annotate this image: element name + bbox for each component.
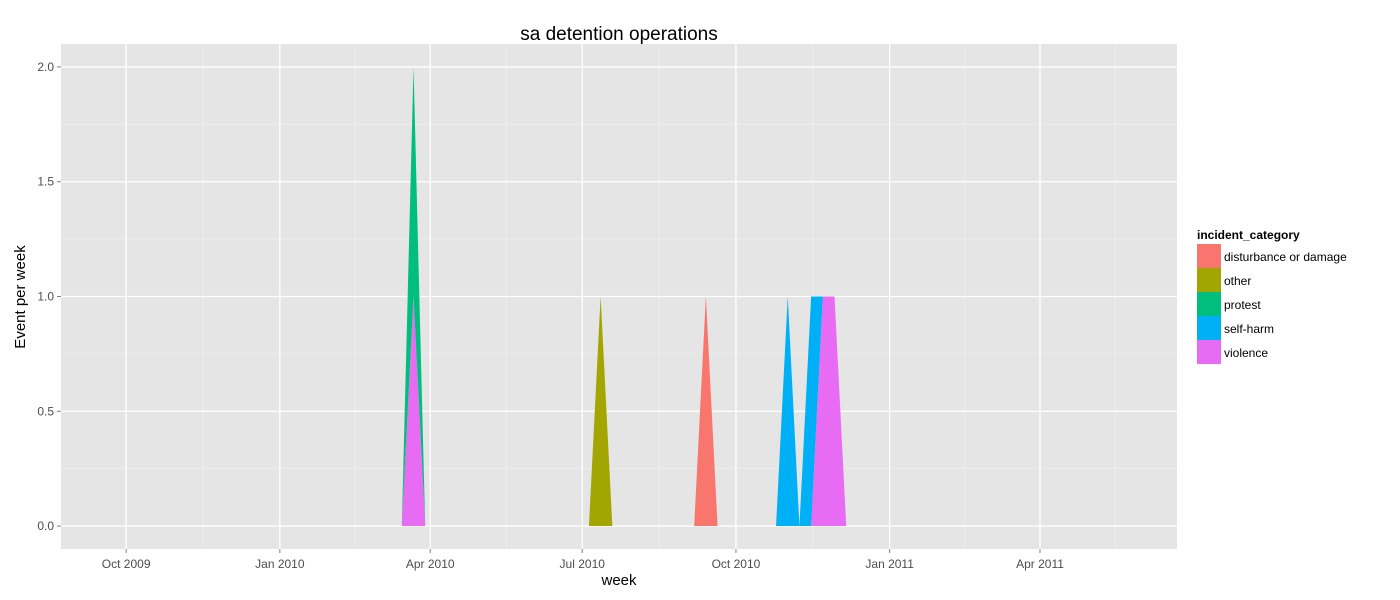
x-tick-label: Oct 2009	[102, 557, 151, 571]
x-tick-label: Jan 2011	[865, 557, 914, 571]
legend-label-other: other	[1224, 274, 1251, 288]
x-tick-label: Oct 2010	[712, 557, 761, 571]
legend-key-disturbance-or-damage	[1197, 244, 1221, 268]
legend-key-violence	[1197, 340, 1221, 364]
legend-key-other	[1197, 268, 1221, 292]
area-other	[588, 296, 613, 527]
legend-key-self-harm	[1197, 316, 1221, 340]
area-self-harm	[776, 296, 823, 527]
x-tick-label: Apr 2010	[406, 557, 455, 571]
chart-title: sa detention operations	[520, 24, 718, 45]
x-tick-label: Jul 2010	[560, 557, 606, 571]
y-tick-label: 1.5	[37, 175, 54, 189]
legend-label-self-harm: self-harm	[1224, 322, 1274, 336]
x-tick-label: Apr 2011	[1016, 557, 1064, 571]
y-tick-label: 1.0	[37, 290, 54, 304]
legend-label-disturbance-or-damage: disturbance or damage	[1224, 250, 1347, 264]
area-protest	[401, 66, 426, 527]
legend-key-protest	[1197, 292, 1221, 316]
x-axis: Oct 2009 Jan 2010 Apr 2010 Jul 2010 Oct 2010…	[102, 549, 1064, 571]
legend-title: incident_category	[1197, 228, 1300, 242]
area-series	[401, 66, 847, 527]
y-tick-label: 0.5	[37, 404, 54, 418]
major-grid	[61, 44, 1177, 549]
x-tick-label: Jan 2010	[255, 557, 305, 571]
x-axis-title: week	[600, 572, 637, 589]
y-axis-title: Event per week	[12, 245, 29, 349]
y-axis: 0.0 0.5 1.0 1.5 2.0	[37, 60, 61, 533]
legend-label-protest: protest	[1224, 298, 1261, 312]
y-tick-label: 0.0	[37, 519, 54, 533]
legend: incident_category disturbance or damage o…	[1197, 228, 1347, 364]
y-tick-label: 2.0	[37, 60, 54, 74]
legend-label-violence: violence	[1224, 346, 1268, 360]
area-disturbance-or-damage	[694, 296, 718, 527]
